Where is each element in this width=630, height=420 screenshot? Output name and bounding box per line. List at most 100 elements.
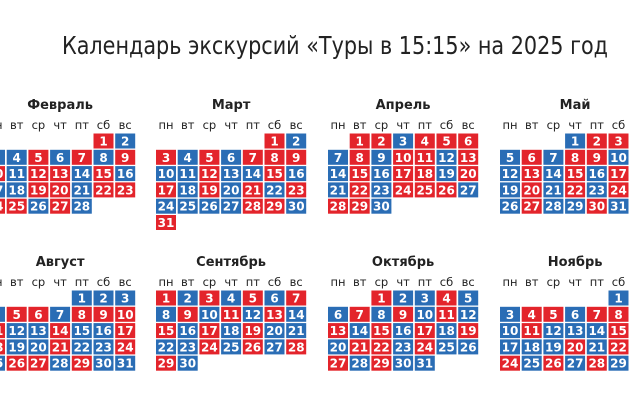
day-cell [93, 323, 114, 339]
day-number: 9 [377, 151, 385, 165]
day-number: 18 [438, 324, 455, 338]
day-number: 16 [395, 324, 412, 338]
day-number: 14 [351, 324, 368, 338]
day-number: 29 [266, 200, 283, 214]
day-number: 16 [373, 167, 390, 181]
day-number: 12 [201, 167, 218, 181]
day-number: 6 [227, 151, 235, 165]
day-cell [565, 198, 586, 214]
day-number: 8 [270, 151, 278, 165]
day-number: 25 [223, 340, 240, 354]
day-number: 23 [95, 340, 112, 354]
day-cell [264, 182, 285, 198]
day-cell [500, 323, 520, 339]
day-cell [286, 166, 307, 182]
day-number: 21 [330, 183, 347, 197]
day-number: 16 [95, 324, 112, 338]
day-cell [521, 306, 542, 322]
day-number: 28 [52, 357, 69, 371]
day-number: 2 [593, 135, 601, 149]
day-number: 29 [610, 357, 627, 371]
day-number: 17 [201, 324, 218, 338]
day-number: 8 [78, 308, 86, 322]
weekday-label: вт [353, 118, 367, 132]
day-number: 24 [201, 340, 218, 354]
day-number: 10 [0, 167, 3, 181]
day-cell [543, 166, 564, 182]
day-number: 20 [266, 324, 283, 338]
weekday-label: пн [0, 275, 3, 289]
day-cell [50, 339, 71, 355]
day-number: 15 [567, 167, 584, 181]
day-cell [221, 323, 242, 339]
day-number: 25 [416, 183, 433, 197]
day-number: 1 [571, 135, 579, 149]
day-cell [521, 355, 542, 371]
day-cell [71, 355, 92, 371]
day-number: 31 [610, 200, 627, 214]
day-cell [93, 182, 114, 198]
day-cell [0, 355, 5, 371]
day-number: 30 [588, 200, 605, 214]
day-cell [565, 306, 586, 322]
day-cell [156, 198, 176, 214]
day-number: 19 [438, 167, 455, 181]
day-cell [393, 355, 414, 371]
day-cell [28, 306, 49, 322]
day-number: 3 [506, 308, 514, 322]
day-cell [177, 306, 198, 322]
day-number: 11 [438, 308, 455, 322]
day-cell [436, 339, 457, 355]
day-number: 15 [158, 324, 175, 338]
day-cell [93, 306, 114, 322]
day-number: 22 [567, 183, 584, 197]
day-number: 20 [330, 340, 347, 354]
day-cell [436, 149, 457, 165]
day-number: 10 [158, 167, 175, 181]
day-cell [393, 166, 414, 182]
day-cell [371, 355, 392, 371]
day-cell [521, 198, 542, 214]
weekday-label: пт [246, 275, 261, 289]
day-cell [458, 306, 479, 322]
day-number: 25 [8, 200, 25, 214]
day-cell [414, 323, 435, 339]
day-cell [0, 306, 5, 322]
day-cell [458, 323, 479, 339]
day-cell [608, 198, 629, 214]
day-number: 14 [73, 167, 90, 181]
weekday-label: вт [525, 275, 539, 289]
day-cell [608, 323, 629, 339]
day-cell [500, 306, 520, 322]
page-title: Календарь экскурсий «Туры в 15:15» на 20… [62, 31, 608, 60]
day-number: 5 [205, 151, 213, 165]
day-number: 15 [95, 167, 112, 181]
day-cell [28, 149, 49, 165]
day-cell [28, 355, 49, 371]
weekday-label: вт [10, 118, 24, 132]
day-number: 20 [52, 183, 69, 197]
day-cell [242, 290, 263, 306]
month-name: Март [212, 98, 251, 113]
day-number: 7 [549, 151, 557, 165]
day-cell [6, 149, 27, 165]
day-cell [115, 339, 136, 355]
day-cell [586, 306, 607, 322]
day-cell [199, 182, 220, 198]
day-cell [242, 339, 263, 355]
day-cell [242, 149, 263, 165]
day-cell [221, 149, 242, 165]
day-number: 1 [614, 292, 622, 306]
day-number: 18 [523, 340, 540, 354]
day-cell [115, 149, 136, 165]
weekday-label: пт [590, 275, 605, 289]
day-number: 24 [416, 340, 433, 354]
day-cell [177, 198, 198, 214]
day-number: 8 [377, 308, 385, 322]
day-number: 3 [399, 135, 407, 149]
day-number: 21 [244, 183, 261, 197]
day-number: 16 [117, 167, 134, 181]
day-cell [199, 306, 220, 322]
day-cell [371, 149, 392, 165]
day-number: 31 [117, 357, 134, 371]
